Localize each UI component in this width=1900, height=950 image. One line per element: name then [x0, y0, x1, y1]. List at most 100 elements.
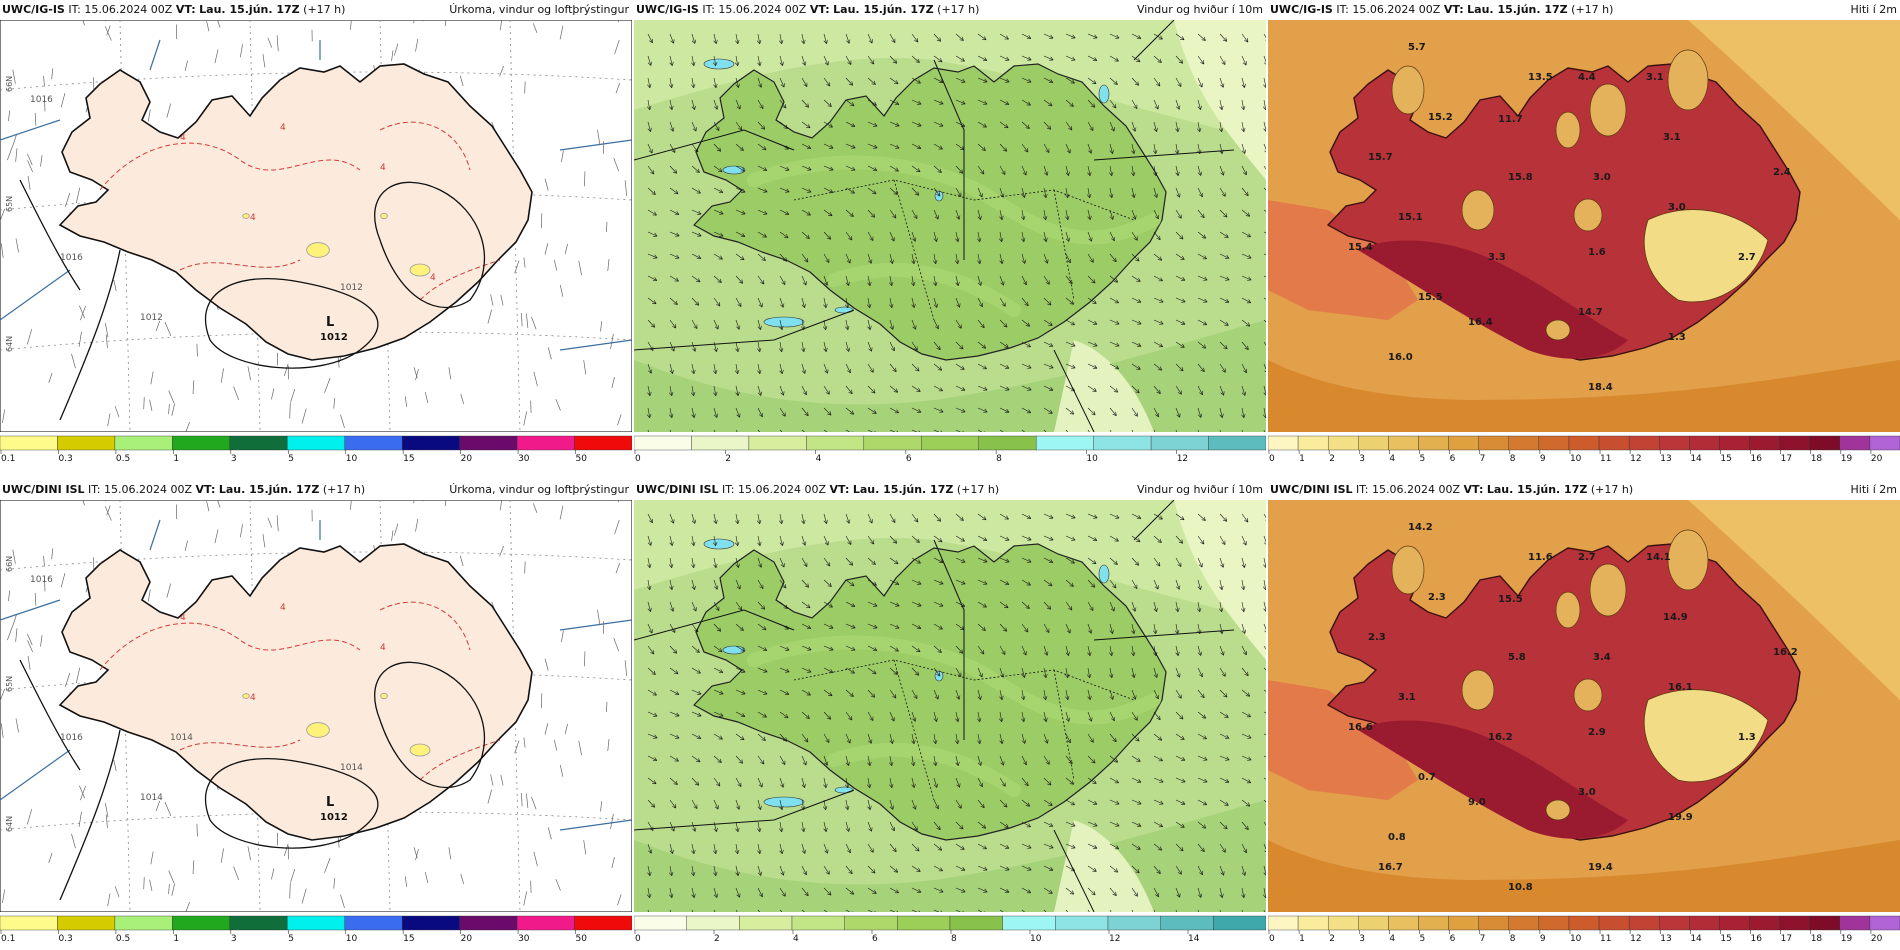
wind-arrow	[1021, 909, 1026, 912]
temperature-label: 5.7	[1408, 42, 1426, 53]
wind-arrow-head	[803, 82, 808, 87]
wind-arrow	[1175, 231, 1184, 240]
wind-arrow-head	[1180, 343, 1185, 348]
product-title: Vindur og hviður í 10m	[1136, 483, 1263, 496]
wind-arrow-head	[980, 803, 985, 809]
wind-arrow	[1021, 535, 1032, 541]
wind-arrow-head	[889, 761, 894, 767]
wind-arrow-head	[1153, 651, 1158, 657]
wind-barb	[564, 243, 568, 255]
wind-arrow	[735, 143, 744, 151]
wind-arrow	[713, 711, 724, 717]
wind-arrow-head	[759, 892, 763, 898]
wind-arrow	[757, 821, 761, 832]
wind-arrow	[845, 55, 852, 65]
wind-arrow	[889, 535, 897, 544]
wind-arrow-head	[866, 303, 872, 309]
wind-arrow-head	[1201, 36, 1206, 41]
wind-arrow	[1153, 755, 1163, 762]
temperature-label: 16.6	[1348, 722, 1373, 733]
wind-arrow-head	[1221, 60, 1226, 65]
wind-arrow-head	[981, 626, 986, 631]
wind-arrow-head	[873, 144, 878, 149]
colorbar-tick-label: 10	[1086, 454, 1098, 462]
wind-arrow	[691, 55, 695, 66]
wind-arrow	[1021, 231, 1025, 242]
wind-barb	[184, 540, 188, 552]
wind-barb	[107, 413, 111, 427]
wind-arrow	[823, 535, 829, 546]
wind-arrow-head	[889, 739, 894, 744]
wind-arrow	[801, 77, 808, 87]
temperature-label: 14.1	[1646, 552, 1671, 563]
wind-arrow	[691, 143, 699, 153]
wind-arrow	[1021, 363, 1032, 369]
wind-arrow	[779, 821, 783, 832]
wind-arrow	[691, 77, 695, 88]
wind-arrow	[911, 33, 919, 43]
sea-temp-band	[1268, 200, 1418, 320]
wind-arrow	[1087, 165, 1091, 176]
wind-arrow	[1197, 209, 1205, 218]
wind-arrow-head	[784, 625, 789, 630]
wind-arrow-head	[1093, 34, 1098, 39]
wind-arrow-head	[824, 61, 829, 66]
wind-arrow-head	[891, 826, 895, 832]
wind-barb	[104, 802, 109, 818]
wind-arrow-head	[1090, 103, 1096, 108]
wind-arrow	[933, 253, 937, 264]
wind-arrow-head	[672, 169, 678, 174]
wind-barb	[523, 411, 528, 426]
wind-arrow	[823, 513, 827, 524]
wind-arrow	[1065, 579, 1074, 587]
temperature-label: 15.5	[1418, 292, 1443, 303]
wind-arrow-head	[825, 390, 830, 395]
wind-arrow	[845, 231, 853, 241]
wind-arrow-head	[1155, 412, 1159, 418]
wind-arrow-head	[648, 849, 653, 854]
wind-arrow	[977, 821, 986, 829]
wind-arrow-head	[938, 559, 944, 563]
wind-barb	[544, 658, 549, 671]
wind-arrow	[1043, 187, 1047, 198]
wind-arrow-head	[1135, 737, 1140, 742]
wind-arrow	[867, 689, 875, 698]
wind-arrow	[1175, 55, 1183, 64]
wind-arrow-head	[938, 387, 943, 392]
wind-arrow	[1197, 557, 1203, 568]
wind-arrow	[669, 429, 671, 432]
wind-arrow	[999, 297, 1006, 307]
wind-arrow-head	[1021, 695, 1026, 701]
wind-arrow	[1197, 513, 1206, 521]
wind-arrow-head	[867, 761, 872, 766]
colorbar-tick-label: 1	[173, 934, 179, 942]
wind-barb	[262, 53, 266, 68]
wind-arrow	[779, 557, 785, 568]
colorbar-swatch	[1150, 435, 1209, 451]
wind-arrow-head	[1176, 105, 1181, 110]
wind-arrow	[955, 77, 966, 83]
wind-barb	[333, 878, 336, 889]
colorbar-swatch	[1869, 915, 1900, 931]
wind-arrow	[1219, 799, 1229, 806]
wind-arrow	[1241, 513, 1249, 523]
wind-barb	[559, 284, 564, 297]
wind-arrow-head	[1221, 192, 1226, 197]
wind-arrow	[911, 121, 922, 127]
wind-arrow	[1197, 319, 1207, 326]
wind-arrow	[713, 77, 717, 88]
wind-arrow	[911, 253, 915, 264]
wind-arrow	[735, 557, 739, 568]
wind-arrow	[1175, 99, 1180, 110]
wind-arrow-head	[913, 826, 918, 831]
wind-arrow	[977, 121, 987, 128]
wind-arrow	[1109, 253, 1117, 262]
wind-arrow	[1153, 341, 1163, 348]
wind-arrow-head	[867, 281, 872, 286]
wind-barb	[444, 20, 447, 27]
wind-arrow-head	[892, 214, 897, 219]
wind-arrow	[823, 645, 834, 651]
wind-arrow	[691, 623, 699, 633]
wind-arrow	[1197, 689, 1205, 698]
precip-area	[242, 213, 250, 219]
